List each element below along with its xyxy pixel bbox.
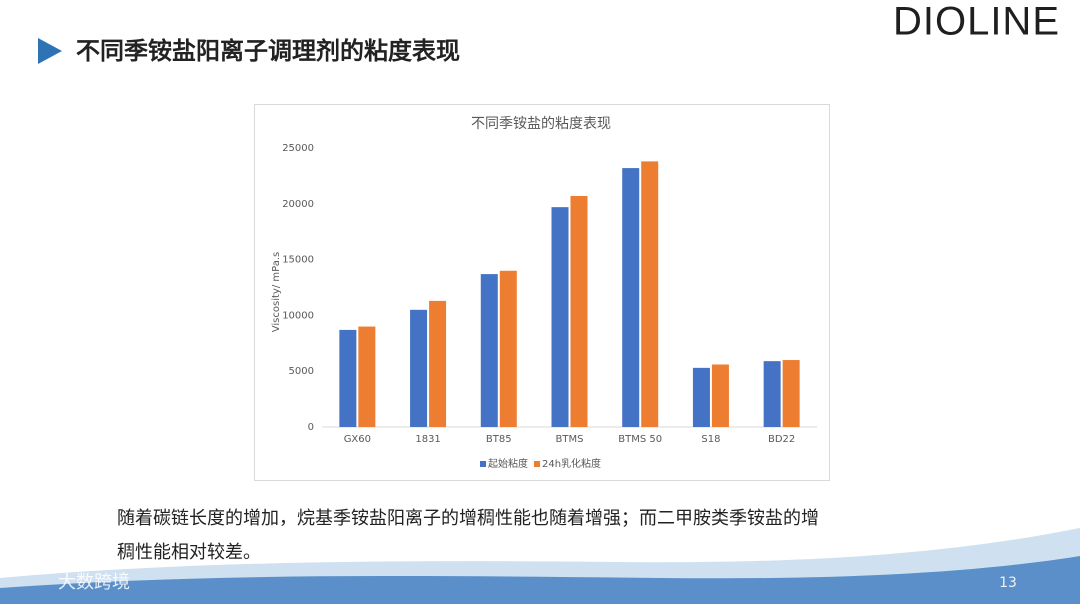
legend-label: 起始粘度 bbox=[488, 457, 528, 470]
bar bbox=[692, 367, 710, 427]
legend-label: 24h乳化粘度 bbox=[542, 457, 601, 470]
x-tick-label: BT85 bbox=[486, 434, 512, 445]
bar bbox=[763, 361, 781, 427]
body-text: 随着碳链长度的增加，烷基季铵盐阳离子的增稠性能也随着增强；而二甲胺类季铵盐的增 bbox=[117, 508, 819, 529]
bar bbox=[339, 329, 357, 427]
bar bbox=[480, 274, 498, 427]
bar bbox=[551, 207, 569, 427]
body-text: 稠性能相对较差。 bbox=[117, 542, 261, 563]
x-tick-label: BTMS bbox=[556, 434, 584, 445]
bar bbox=[410, 309, 428, 427]
bar bbox=[622, 168, 640, 427]
x-tick-label: BD22 bbox=[768, 434, 795, 445]
bar bbox=[641, 161, 659, 427]
y-tick-label: 10000 bbox=[282, 310, 314, 321]
title-marker bbox=[38, 38, 62, 64]
footer-wave bbox=[0, 556, 1080, 604]
page-number: 13 bbox=[999, 575, 1017, 591]
legend-swatch bbox=[534, 461, 540, 467]
slide-title: 不同季铵盐阳离子调理剂的粘度表现 bbox=[76, 37, 460, 65]
x-tick-label: BTMS 50 bbox=[618, 434, 662, 445]
y-tick-label: 20000 bbox=[282, 199, 314, 210]
y-tick-label: 0 bbox=[308, 422, 314, 433]
bar bbox=[358, 326, 376, 427]
bar bbox=[429, 300, 447, 427]
bar bbox=[499, 270, 517, 427]
x-tick-label: S18 bbox=[701, 434, 720, 445]
logo: DIOLINE bbox=[893, 0, 1060, 44]
y-tick-label: 5000 bbox=[289, 366, 314, 377]
y-tick-label: 15000 bbox=[282, 255, 314, 266]
bar bbox=[570, 195, 588, 427]
x-tick-label: 1831 bbox=[415, 434, 440, 445]
bar bbox=[782, 360, 800, 427]
watermark: 大数跨境 bbox=[58, 572, 130, 593]
chart-title: 不同季铵盐的粘度表现 bbox=[471, 116, 611, 132]
x-tick-label: GX60 bbox=[344, 434, 371, 445]
y-tick-label: 25000 bbox=[282, 143, 314, 154]
legend-swatch bbox=[480, 461, 486, 467]
bar bbox=[711, 364, 729, 427]
y-axis-label: Viscosity/ mPa.s bbox=[271, 252, 282, 332]
